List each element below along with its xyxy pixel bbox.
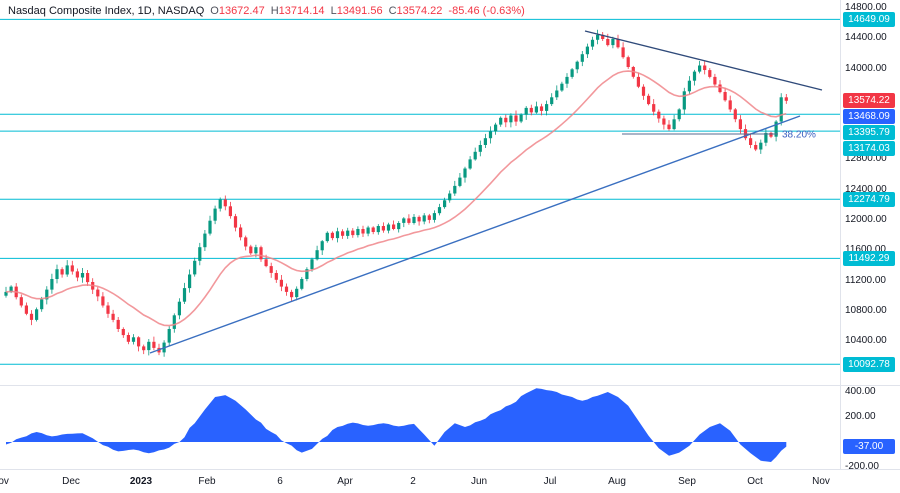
time-label: Sep — [678, 476, 696, 487]
oscillator-tick: 200.00 — [845, 411, 876, 422]
price-tick: 12800.00 — [845, 153, 887, 165]
ohlc-letter: H — [270, 5, 279, 17]
price-tick: 14000.00 — [845, 62, 887, 74]
price-badge[interactable]: 13174.03 — [843, 141, 895, 157]
price-axis[interactable]: 14800.00 14400.00 14000.00 12800.00 12400.00… — [841, 0, 900, 472]
moving-average-line — [5, 70, 787, 327]
symbol-title: Nasdaq Composite Index, 1D, NASDAQ — [8, 5, 205, 17]
time-label: Apr — [337, 476, 353, 487]
ohlc-value: 13574.22 — [396, 5, 443, 17]
symbol-legend[interactable]: Nasdaq Composite Index, 1D, NASDAQ O13672… — [8, 5, 525, 17]
price-tick: 10800.00 — [845, 304, 887, 316]
time-label: Jun — [470, 476, 488, 487]
time-label: Aug — [608, 476, 626, 487]
change-value: -85.46 (-0.63%) — [448, 5, 525, 17]
price-badge[interactable]: 11492.29 — [843, 250, 895, 266]
price-badge[interactable]: 10092.78 — [843, 356, 895, 372]
time-label: 2023 — [129, 476, 153, 487]
trendline-descending-resistance — [584, 30, 823, 91]
price-tick: 12400.00 — [845, 183, 887, 195]
trendline-ascending-support — [149, 115, 801, 354]
ohlc-value: 13714.14 — [278, 5, 325, 17]
price-tick: 12000.00 — [845, 214, 887, 225]
oscillator-tick: -200.00 — [845, 461, 879, 472]
ohlc-letter: L — [330, 5, 337, 17]
ohlc-value: 13491.56 — [336, 5, 383, 17]
oscillator-badge[interactable]: -37.00 — [843, 439, 895, 455]
time-label: Nov — [0, 476, 9, 487]
time-label: Feb — [198, 476, 216, 487]
price-badge[interactable]: 14649.09 — [843, 11, 895, 27]
price-tick: 11200.00 — [845, 274, 886, 286]
candles — [4, 29, 788, 357]
ohlc-values: O13672.47 H13714.14 L13491.56 C13574.22 — [204, 5, 442, 17]
time-label: 2 — [410, 476, 416, 487]
time-label: Dec — [62, 476, 80, 487]
price-badge[interactable]: 13468.09 — [843, 109, 895, 125]
price-badge[interactable]: 13395.79 — [843, 125, 895, 141]
price-tick: 10400.00 — [845, 335, 887, 347]
oscillator-tick: 400.00 — [845, 386, 876, 397]
time-label: Oct — [747, 476, 763, 487]
ohlc-value: 13672.47 — [218, 5, 265, 17]
price-tick: 11600.00 — [845, 244, 886, 256]
fib-label: 38.20% — [782, 130, 816, 141]
time-axis[interactable]: Nov Dec 2023 Feb 6 Apr 2 Jun Jul Aug Sep Oct Nov — [0, 470, 900, 493]
price-tick: 14400.00 — [845, 32, 887, 44]
ohlc-letter: O — [210, 5, 219, 17]
ohlc-letter: C — [388, 5, 397, 17]
price-tick: 14800.00 — [845, 2, 887, 13]
price-badge[interactable]: 12274.79 — [843, 191, 895, 207]
oscillator-area — [6, 388, 787, 462]
time-label: 6 — [277, 476, 283, 487]
price-badge[interactable]: 13574.22 — [843, 93, 895, 109]
time-label: Nov — [812, 476, 830, 487]
time-label: Jul — [543, 476, 557, 487]
